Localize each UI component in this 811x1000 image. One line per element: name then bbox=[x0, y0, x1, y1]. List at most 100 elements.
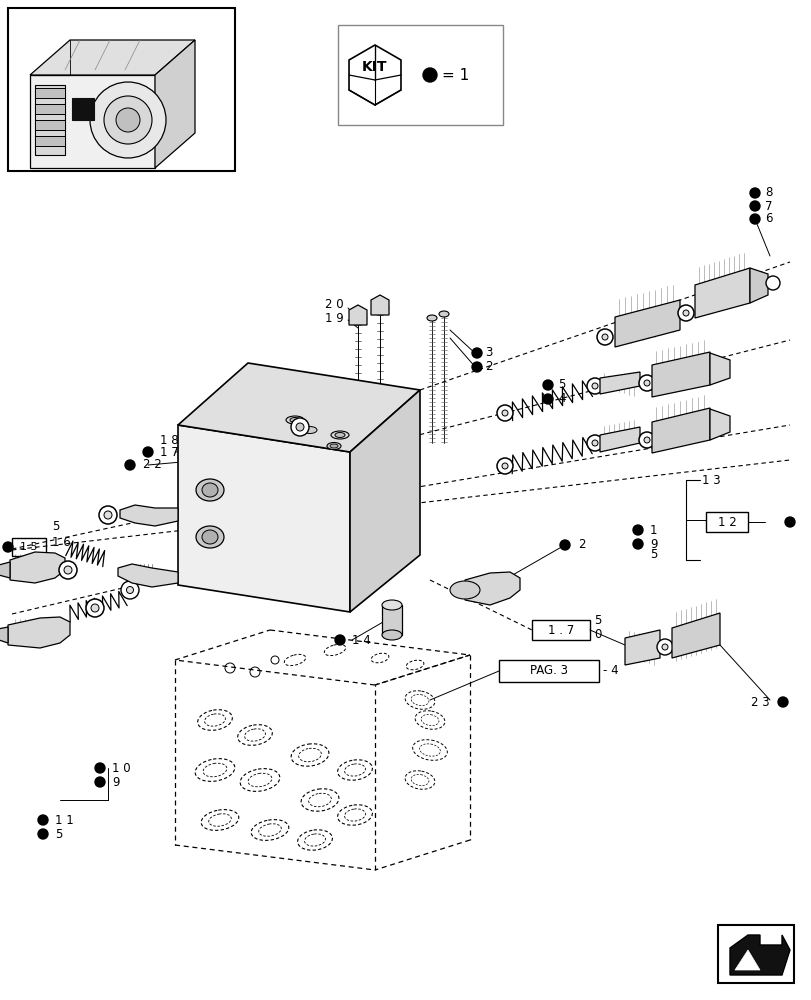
Ellipse shape bbox=[327, 442, 341, 450]
Circle shape bbox=[423, 68, 436, 82]
Circle shape bbox=[643, 380, 649, 386]
Circle shape bbox=[501, 410, 508, 416]
Text: 1 6: 1 6 bbox=[52, 536, 71, 550]
Polygon shape bbox=[709, 353, 729, 385]
Polygon shape bbox=[178, 425, 350, 612]
Circle shape bbox=[86, 599, 104, 617]
Text: 2 0: 2 0 bbox=[324, 298, 343, 312]
Circle shape bbox=[633, 539, 642, 549]
Text: 0: 0 bbox=[594, 628, 601, 641]
Circle shape bbox=[638, 432, 654, 448]
Ellipse shape bbox=[290, 418, 299, 422]
Bar bbox=[8, 8, 234, 171]
Text: 9: 9 bbox=[112, 776, 119, 788]
Circle shape bbox=[501, 463, 508, 469]
Text: 1 7: 1 7 bbox=[160, 446, 178, 458]
Circle shape bbox=[296, 423, 303, 431]
Text: 2 3: 2 3 bbox=[750, 696, 769, 708]
Bar bbox=[12, 538, 46, 556]
Polygon shape bbox=[694, 268, 749, 318]
Text: = 1: = 1 bbox=[441, 68, 469, 83]
Circle shape bbox=[121, 581, 139, 599]
Bar bbox=[72, 98, 94, 120]
Polygon shape bbox=[0, 627, 8, 643]
Circle shape bbox=[99, 506, 117, 524]
Polygon shape bbox=[672, 613, 719, 658]
Ellipse shape bbox=[335, 432, 345, 438]
Bar bbox=[717, 925, 793, 983]
Circle shape bbox=[749, 188, 759, 198]
Text: 5: 5 bbox=[649, 548, 657, 562]
Text: 1 1: 1 1 bbox=[55, 814, 74, 826]
Circle shape bbox=[471, 362, 482, 372]
Circle shape bbox=[143, 447, 152, 457]
Ellipse shape bbox=[381, 600, 401, 610]
Circle shape bbox=[656, 639, 672, 655]
Bar bbox=[35, 88, 65, 98]
Ellipse shape bbox=[195, 526, 224, 548]
Circle shape bbox=[677, 305, 693, 321]
Bar bbox=[35, 120, 65, 130]
Circle shape bbox=[633, 525, 642, 535]
Polygon shape bbox=[709, 409, 729, 440]
Bar bbox=[35, 136, 65, 146]
Circle shape bbox=[38, 815, 48, 825]
Ellipse shape bbox=[195, 479, 224, 501]
Circle shape bbox=[290, 418, 309, 436]
Circle shape bbox=[591, 440, 597, 446]
Circle shape bbox=[125, 460, 135, 470]
Circle shape bbox=[586, 435, 603, 451]
Circle shape bbox=[3, 542, 13, 552]
Bar bbox=[705, 512, 747, 532]
Polygon shape bbox=[118, 564, 178, 587]
Circle shape bbox=[95, 777, 105, 787]
Polygon shape bbox=[155, 40, 195, 168]
Circle shape bbox=[471, 348, 482, 358]
Text: 8: 8 bbox=[764, 186, 771, 200]
Polygon shape bbox=[614, 300, 679, 347]
Text: 1 2: 1 2 bbox=[717, 516, 736, 528]
Circle shape bbox=[496, 405, 513, 421]
Polygon shape bbox=[371, 295, 388, 315]
Ellipse shape bbox=[202, 483, 217, 497]
Circle shape bbox=[596, 329, 612, 345]
Polygon shape bbox=[349, 305, 367, 325]
Text: 2 2: 2 2 bbox=[143, 458, 161, 472]
Circle shape bbox=[335, 635, 345, 645]
Polygon shape bbox=[734, 950, 759, 970]
Polygon shape bbox=[729, 935, 789, 975]
Text: 7: 7 bbox=[764, 200, 771, 213]
Polygon shape bbox=[30, 40, 195, 75]
Text: 1 5: 1 5 bbox=[20, 542, 37, 552]
Text: 1: 1 bbox=[649, 524, 657, 536]
Text: 2: 2 bbox=[577, 538, 585, 552]
Ellipse shape bbox=[381, 630, 401, 640]
Circle shape bbox=[91, 604, 99, 612]
Text: 3: 3 bbox=[484, 347, 491, 360]
Circle shape bbox=[601, 334, 607, 340]
Polygon shape bbox=[599, 372, 639, 394]
Circle shape bbox=[104, 511, 112, 519]
Ellipse shape bbox=[439, 311, 448, 317]
Polygon shape bbox=[651, 352, 709, 397]
Polygon shape bbox=[0, 562, 10, 578]
Circle shape bbox=[643, 437, 649, 443]
Polygon shape bbox=[624, 630, 659, 665]
Circle shape bbox=[765, 276, 779, 290]
Circle shape bbox=[95, 763, 105, 773]
Polygon shape bbox=[651, 408, 709, 453]
Polygon shape bbox=[465, 572, 519, 605]
Circle shape bbox=[591, 383, 597, 389]
Text: 1 4: 1 4 bbox=[351, 634, 371, 647]
Polygon shape bbox=[30, 75, 155, 168]
Text: 1 8: 1 8 bbox=[160, 434, 178, 446]
Ellipse shape bbox=[331, 431, 349, 439]
Circle shape bbox=[137, 507, 152, 523]
Polygon shape bbox=[10, 552, 65, 583]
Circle shape bbox=[496, 458, 513, 474]
Circle shape bbox=[749, 201, 759, 211]
Polygon shape bbox=[381, 605, 401, 635]
Circle shape bbox=[142, 512, 148, 518]
Circle shape bbox=[116, 108, 139, 132]
Text: 5: 5 bbox=[55, 828, 62, 840]
